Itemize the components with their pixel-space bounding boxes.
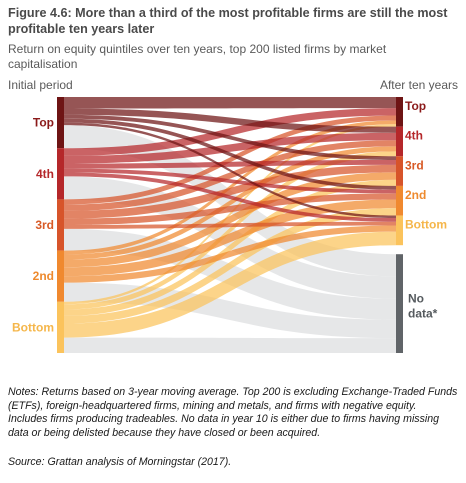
left-node-bottom (57, 301, 64, 353)
right-node-2nd (396, 185, 403, 216)
flow-top-to-2nd (64, 118, 396, 190)
right-node-3rd (396, 156, 403, 186)
flow-4th-to-bottom (64, 172, 396, 222)
right-label-4th: 4th (405, 129, 423, 143)
flow-2nd-to-bottom (64, 225, 396, 283)
right-label-no-data: No data* (408, 292, 438, 321)
left-label-2nd: 2nd (33, 269, 54, 283)
left-label-4th: 4th (36, 167, 54, 181)
flows (64, 97, 396, 353)
flow-3rd-to-bottom (64, 221, 396, 229)
flow-2nd-to-4th (64, 146, 396, 260)
flow-bottom-to-bottom (64, 231, 396, 338)
flow-4th-to-2nd (64, 168, 396, 194)
flow-bottom-to-no-data (64, 337, 396, 353)
right-label-2nd: 2nd (405, 188, 426, 202)
left-label-top: Top (33, 116, 54, 130)
left-node-4th (57, 148, 64, 200)
flow-2nd-to-2nd (64, 199, 396, 277)
chart-title: Figure 4.6: More than a third of the mos… (8, 6, 448, 36)
right-label-top: Top (405, 99, 426, 113)
flow-bottom-to-3rd (64, 179, 396, 316)
flow-4th-to-3rd (64, 159, 396, 169)
flow-top-to-3rd (64, 114, 396, 160)
flow-3rd-to-2nd (64, 193, 396, 225)
left-label-3rd: 3rd (35, 218, 54, 232)
flow-3rd-to-top (64, 115, 396, 205)
source-text: Source: Grattan analysis of Morningstar … (8, 456, 232, 468)
flow-bottom-to-2nd (64, 208, 396, 324)
right-node-top (396, 97, 403, 127)
notes-text: Notes: Returns based on 3-year moving av… (8, 386, 458, 439)
flow-top-to-top (64, 97, 396, 109)
left-node-top (57, 97, 64, 149)
left-node-2nd (57, 250, 64, 302)
flow-3rd-to-4th (64, 140, 396, 211)
left-column-heading: Initial period (8, 78, 73, 92)
right-column-heading: After ten years (379, 78, 458, 92)
right-node-bottom (396, 215, 403, 246)
chart-subtitle: Return on equity quintiles over ten year… (8, 42, 387, 71)
flow-2nd-to-3rd (64, 172, 396, 268)
flow-4th-to-4th (64, 132, 396, 164)
flow-2nd-to-top (64, 120, 396, 255)
flow-bottom-to-top (64, 124, 396, 305)
right-label-bottom: Bottom (405, 218, 447, 232)
flow-bottom-to-4th (64, 151, 396, 310)
right-label-3rd: 3rd (405, 158, 424, 172)
flow-top-to-bottom (64, 122, 396, 219)
left-node-3rd (57, 199, 64, 251)
flow-4th-to-top (64, 108, 396, 156)
flow-3rd-to-3rd (64, 164, 396, 219)
left-label-bottom: Bottom (12, 320, 54, 334)
right-node-4th (396, 126, 403, 157)
right-node-no-data (396, 254, 403, 353)
flow-top-to-4th (64, 108, 396, 133)
